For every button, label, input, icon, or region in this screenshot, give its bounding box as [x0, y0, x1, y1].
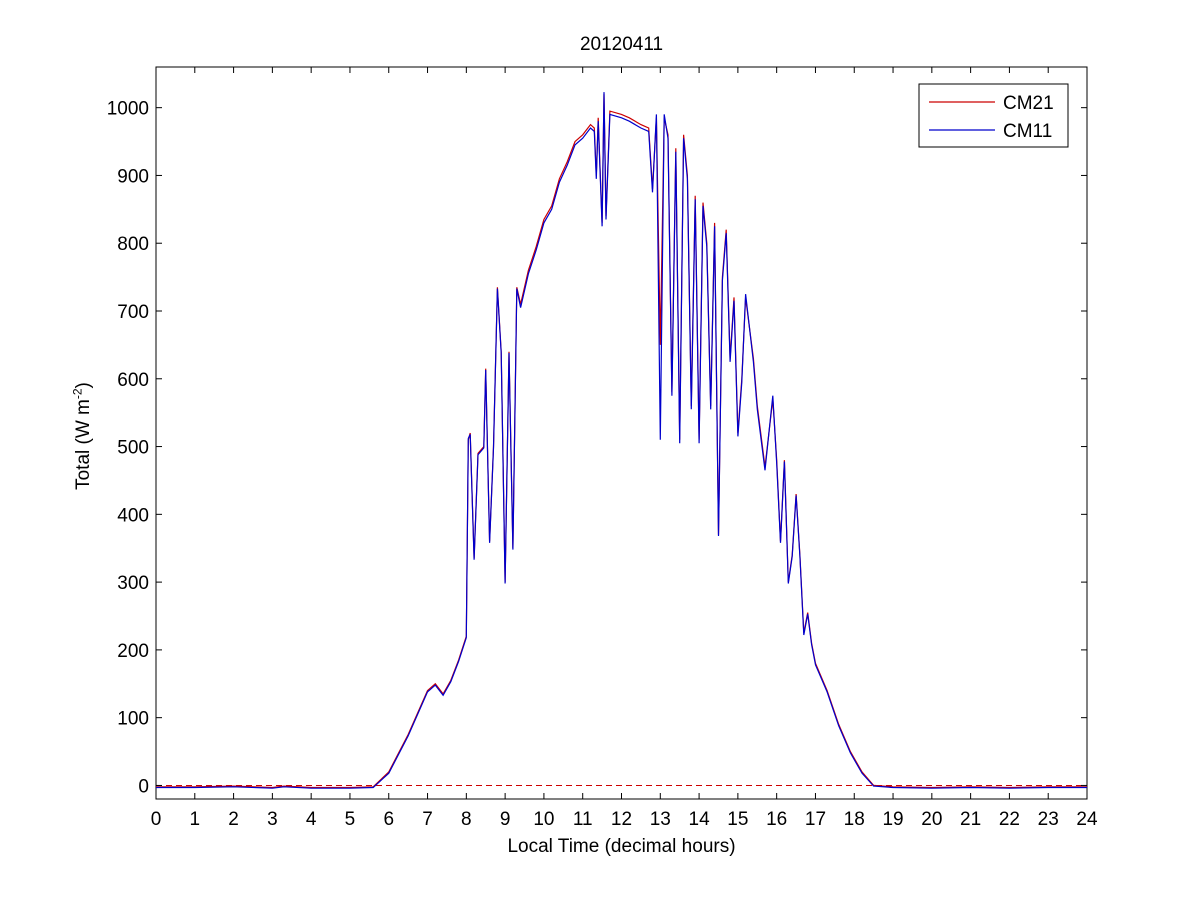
y-tick-label: 700 — [117, 302, 149, 323]
y-axis-label-exponent: -2 — [70, 388, 85, 400]
x-tick-label: 14 — [689, 809, 711, 830]
y-tick-label: 900 — [117, 166, 149, 187]
x-tick-label: 7 — [422, 809, 433, 830]
y-tick-label: 400 — [117, 505, 149, 526]
x-tick-label: 18 — [844, 809, 865, 830]
x-tick-label: 22 — [999, 809, 1020, 830]
x-tick-label: 20 — [921, 809, 942, 830]
x-tick-label: 23 — [1038, 809, 1059, 830]
x-tick-label: 15 — [727, 809, 748, 830]
y-tick-label: 500 — [117, 438, 149, 459]
x-tick-label: 17 — [805, 809, 826, 830]
y-tick-label: 100 — [117, 709, 149, 730]
x-tick-label: 21 — [960, 809, 981, 830]
y-axis-label: Total (W m-2) — [70, 382, 95, 490]
y-tick-label: 1000 — [107, 99, 149, 120]
y-axis-label-close: ) — [73, 382, 94, 389]
x-tick-label: 2 — [228, 809, 239, 830]
x-tick-label: 8 — [461, 809, 472, 830]
x-tick-label: 13 — [650, 809, 671, 830]
x-tick-label: 19 — [882, 809, 903, 830]
x-tick-label: 9 — [500, 809, 511, 830]
x-axis-label: Local Time (decimal hours) — [507, 836, 736, 857]
x-tick-label: 0 — [151, 809, 162, 830]
y-tick-label: 200 — [117, 641, 149, 662]
x-tick-label: 24 — [1076, 809, 1098, 830]
x-tick-label: 4 — [306, 809, 317, 830]
y-tick-label: 0 — [138, 776, 149, 797]
x-tick-label: 5 — [345, 809, 356, 830]
y-tick-label: 800 — [117, 234, 149, 255]
legend-label-cm11: CM11 — [1003, 121, 1052, 142]
x-tick-label: 11 — [573, 809, 593, 830]
x-tick-label: 16 — [766, 809, 787, 830]
x-tick-label: 1 — [190, 809, 201, 830]
legend-label-cm21: CM21 — [1003, 93, 1054, 114]
y-tick-label: 600 — [117, 370, 149, 391]
plot-area — [155, 66, 1088, 800]
y-axis-label-main: Total (W m — [73, 399, 94, 490]
y-tick-label: 300 — [117, 573, 149, 594]
series-line-cm11 — [156, 92, 1087, 789]
chart-title: 20120411 — [579, 34, 664, 55]
legend-box — [918, 83, 1069, 148]
x-tick-label: 6 — [383, 809, 394, 830]
x-tick-label: 12 — [611, 809, 632, 830]
x-tick-label: 10 — [533, 809, 554, 830]
x-tick-label: 3 — [267, 809, 278, 830]
